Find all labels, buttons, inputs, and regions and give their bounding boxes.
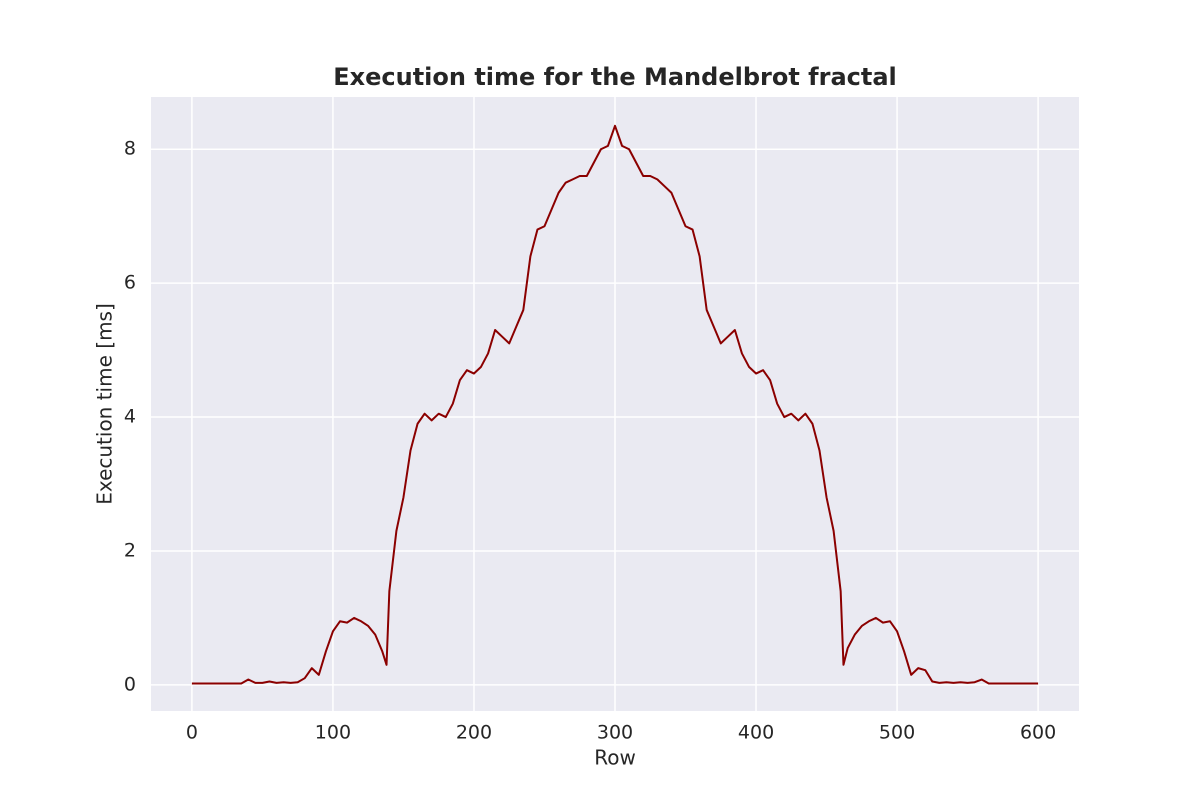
chart-title: Execution time for the Mandelbrot fracta… bbox=[333, 63, 897, 91]
x-tick-label: 100 bbox=[315, 722, 351, 744]
x-tick-label: 200 bbox=[456, 722, 492, 744]
data-line bbox=[191, 124, 1039, 685]
x-tick-label: 300 bbox=[597, 722, 633, 744]
y-tick-label: 0 bbox=[124, 673, 136, 695]
x-tick-label: 0 bbox=[186, 722, 198, 744]
x-axis-label: Row bbox=[594, 746, 636, 770]
y-tick-label: 8 bbox=[124, 138, 136, 160]
x-tick-label: 600 bbox=[1020, 722, 1056, 744]
y-tick-label: 4 bbox=[124, 406, 136, 428]
y-axis-label: Execution time [ms] bbox=[93, 303, 117, 505]
x-tick-label: 400 bbox=[738, 722, 774, 744]
y-tick-label: 6 bbox=[124, 272, 136, 294]
x-tick-label: 500 bbox=[879, 722, 915, 744]
y-tick-label: 2 bbox=[124, 539, 136, 561]
